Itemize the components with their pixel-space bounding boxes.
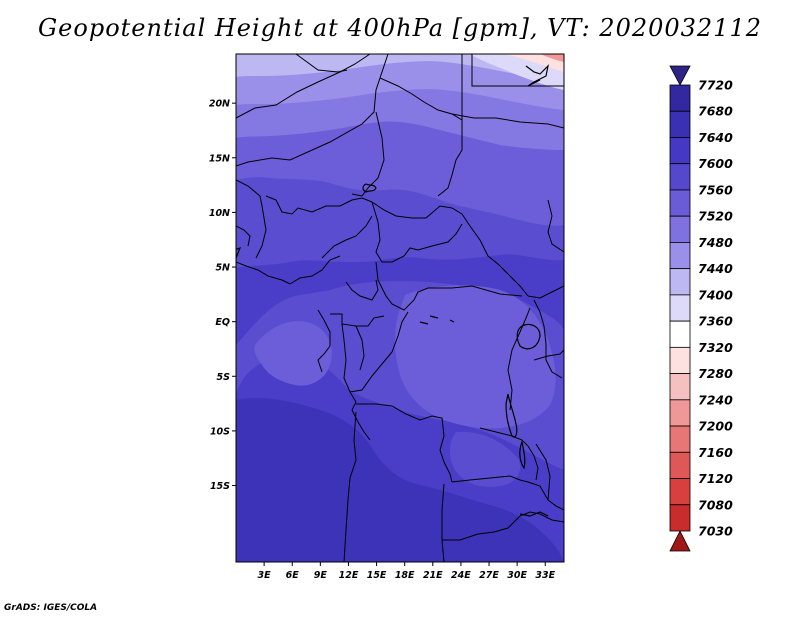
colorbar-cell [669, 268, 691, 296]
colorbar-cell [669, 425, 691, 453]
field-region-7600-lowright [449, 431, 521, 487]
colorbar-label: 7520 [698, 209, 733, 224]
colorbar-cell [669, 478, 691, 506]
latitude-ticks: 20N 15N 10N 5N EQ 5S 10S 15S [209, 99, 236, 492]
colorbar-cell [669, 215, 691, 243]
lon-tick-label: 33E [535, 570, 555, 581]
map-frame [235, 53, 565, 563]
colorbar-label: 7360 [698, 314, 733, 329]
lat-tick-label: 10N [209, 208, 230, 219]
colorbar-cell [669, 399, 691, 427]
country-borders [236, 54, 564, 562]
field-region-7560-east [395, 285, 556, 429]
lon-tick-label: 21E [423, 570, 443, 581]
lat-tick-label: 20N [209, 99, 230, 110]
colorbar-label: 7080 [698, 497, 733, 512]
colorbar-cell [669, 504, 691, 532]
field-region-7560-west [254, 321, 332, 386]
colorbar-label: 7320 [698, 340, 733, 355]
colorbar-label: 7240 [698, 392, 733, 407]
lakes [236, 64, 549, 517]
field-region-7680-south [236, 398, 564, 562]
colorbar-cell [669, 451, 691, 479]
field-band-7240 [540, 54, 564, 62]
lat-tick-label: 10S [210, 426, 230, 437]
colorbar-label: 7280 [698, 366, 733, 381]
colorbar-labels: 7720 7680 7640 7600 7560 7520 7480 7440 7400 7360… [698, 78, 733, 539]
lon-tick-label: 15E [367, 570, 387, 581]
colorbar-label: 7640 [698, 130, 733, 145]
colorbar-cell [669, 320, 691, 348]
colorbar-cell [669, 373, 691, 401]
colorbar-label: 7440 [698, 261, 733, 276]
colorbar-label: 7030 [698, 524, 733, 539]
colorbar-label: 7160 [698, 445, 733, 460]
colorbar-cell [669, 84, 691, 112]
colorbar-label: 7120 [698, 471, 733, 486]
lon-tick-label: 18E [395, 570, 415, 581]
colorbar-label: 7560 [698, 182, 733, 197]
lat-tick-label: 15S [210, 481, 230, 492]
colorbar-bottom-arrow [669, 530, 691, 552]
colorbar-label: 7720 [698, 78, 733, 93]
lat-tick-label: 5S [217, 372, 231, 383]
colorbar-label: 7480 [698, 235, 733, 250]
lat-tick-label: 5N [215, 263, 230, 274]
colorbar-cell [669, 163, 691, 191]
lat-tick-label: EQ [215, 317, 230, 328]
colorbar-cell [669, 294, 691, 322]
colorbar-label: 7680 [698, 104, 733, 119]
colorbar-label: 7600 [698, 156, 733, 171]
lon-tick-label: 27E [479, 570, 499, 581]
colorbar-cell [669, 242, 691, 270]
field-band-7320 [505, 54, 564, 72]
colorbar-label: 7400 [698, 287, 733, 302]
colorbar-cell [669, 110, 691, 138]
lon-tick-label: 12E [339, 570, 359, 581]
colorbar-cell [669, 137, 691, 165]
colorbar-cells [669, 84, 691, 532]
lon-tick-label: 3E [258, 570, 272, 581]
colorbar-label: 7200 [698, 419, 733, 434]
colorbar: 7720 7680 7640 7600 7560 7520 7480 7440 7400 7360… [669, 65, 733, 552]
colorbar-cell [669, 346, 691, 374]
lon-tick-label: 6E [286, 570, 300, 581]
lon-tick-label: 24E [451, 570, 471, 581]
lon-tick-label: 9E [314, 570, 328, 581]
credit-text: GrADS: IGES/COLA [4, 603, 98, 613]
map-title: Geopotential Height at 400hPa [gpm], VT:… [38, 14, 762, 42]
colorbar-top-arrow [669, 65, 691, 86]
lat-tick-label: 15N [209, 153, 230, 164]
longitude-ticks: 3E 6E 9E 12E 15E 18E 21E 24E 27E 30E 33E [258, 562, 556, 581]
lon-tick-label: 30E [507, 570, 527, 581]
colorbar-cell [669, 189, 691, 217]
